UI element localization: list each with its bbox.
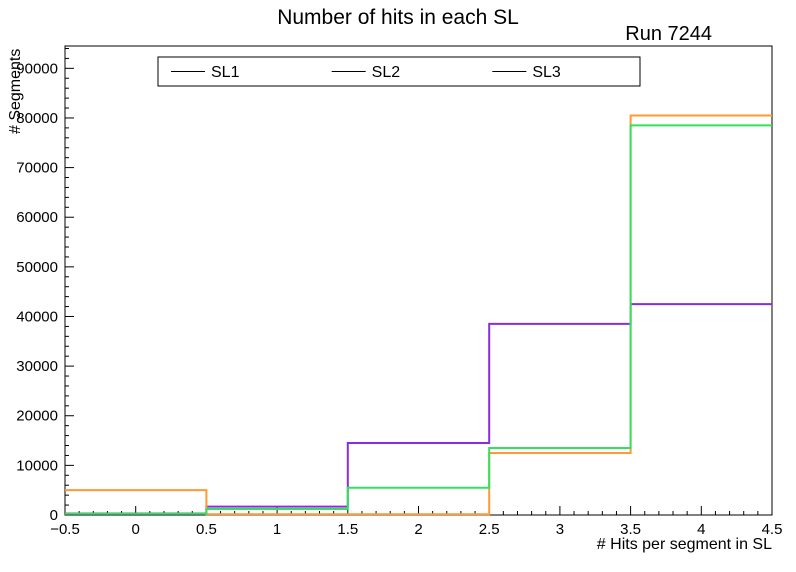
plot-frame: [64, 45, 773, 516]
y-tick-label: 40000: [16, 308, 58, 325]
y-tick-label: 10000: [16, 457, 58, 474]
y-tick-label: 30000: [16, 358, 58, 375]
x-tick-label: −0.5: [50, 521, 80, 538]
y-tick-label: 0: [50, 507, 58, 524]
x-axis-title: # Hits per segment in SL: [597, 536, 772, 553]
x-tick-label: 4.5: [762, 521, 783, 538]
y-tick-label: 20000: [16, 408, 58, 425]
x-tick-label: 1.5: [337, 521, 358, 538]
x-tick-label: 2.5: [479, 521, 500, 538]
y-tick-label: 50000: [16, 259, 58, 276]
y-axis-title: # Segments: [7, 49, 24, 134]
run-number-label: Run 7244: [625, 23, 712, 45]
x-tick-label: 4: [697, 521, 705, 538]
x-tick-label: 3.5: [620, 521, 641, 538]
x-tick-label: 3: [556, 521, 564, 538]
chart-title: Number of hits in each SL: [277, 6, 519, 29]
series-SL3: [65, 124, 772, 515]
x-tick-label: 0.5: [196, 521, 217, 538]
legend-label-SL3: SL3: [532, 64, 561, 81]
y-tick-label: 90000: [16, 60, 58, 77]
x-tick-label: 1: [273, 521, 281, 538]
y-tick-label: 80000: [16, 110, 58, 127]
legend-label-SL1: SL1: [211, 64, 240, 81]
legend-label-SL2: SL2: [372, 64, 401, 81]
x-tick-label: 0: [132, 521, 140, 538]
y-tick-label: 70000: [16, 160, 58, 177]
y-tick-label: 60000: [16, 209, 58, 226]
legend-box: [157, 56, 641, 87]
x-tick-label: 2: [414, 521, 422, 538]
